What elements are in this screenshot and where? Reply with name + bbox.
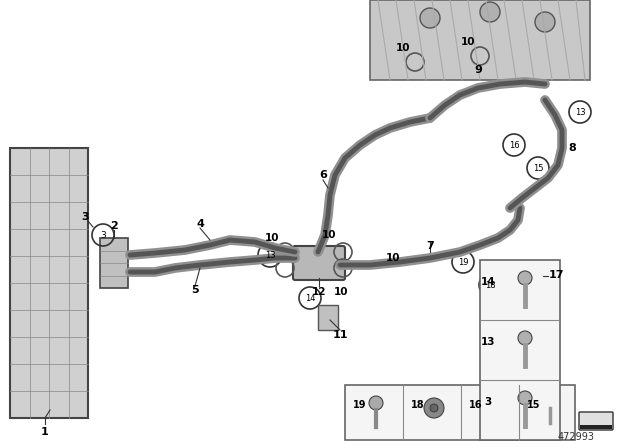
Text: 4: 4: [196, 219, 204, 229]
Text: 10: 10: [461, 37, 476, 47]
Text: 10: 10: [322, 230, 336, 240]
Circle shape: [535, 12, 555, 32]
Circle shape: [487, 401, 495, 409]
Circle shape: [518, 271, 532, 285]
Text: 472993: 472993: [558, 432, 595, 442]
Bar: [10, 148, 88, 418]
Circle shape: [430, 404, 438, 412]
Circle shape: [424, 398, 444, 418]
Text: 13: 13: [265, 250, 275, 259]
Text: 7: 7: [426, 241, 434, 251]
Text: 5: 5: [191, 285, 199, 295]
Circle shape: [369, 396, 383, 410]
Text: 1: 1: [41, 427, 49, 437]
Text: 15: 15: [532, 164, 543, 172]
Text: 14: 14: [481, 277, 495, 287]
Text: 3: 3: [81, 212, 89, 222]
Text: 2: 2: [110, 221, 118, 231]
Text: 10: 10: [265, 233, 279, 243]
Text: 13: 13: [481, 337, 495, 347]
Circle shape: [518, 331, 532, 345]
Text: 8: 8: [568, 143, 576, 153]
Text: 15: 15: [527, 400, 541, 410]
FancyBboxPatch shape: [293, 246, 345, 280]
Text: 16: 16: [509, 141, 519, 150]
Text: 17: 17: [548, 270, 564, 280]
FancyBboxPatch shape: [506, 266, 545, 286]
Circle shape: [420, 8, 440, 28]
Text: 3: 3: [484, 397, 492, 407]
Text: 14: 14: [305, 293, 316, 302]
Bar: [580, 425, 612, 429]
Text: 10: 10: [396, 43, 410, 53]
Text: 3: 3: [100, 231, 106, 240]
Text: 19: 19: [353, 400, 367, 410]
FancyBboxPatch shape: [579, 412, 613, 430]
Text: 10: 10: [333, 287, 348, 297]
Text: 6: 6: [319, 170, 327, 180]
Bar: [318, 305, 338, 330]
Text: 19: 19: [458, 258, 468, 267]
Text: 16: 16: [469, 400, 483, 410]
Text: 12: 12: [312, 287, 326, 297]
Circle shape: [518, 391, 532, 405]
Bar: [480, 260, 560, 440]
Text: 9: 9: [474, 65, 482, 75]
Bar: [345, 385, 575, 440]
Text: 10: 10: [386, 253, 400, 263]
FancyBboxPatch shape: [481, 397, 501, 413]
Text: 11: 11: [332, 330, 348, 340]
Circle shape: [545, 398, 555, 408]
Polygon shape: [370, 0, 590, 80]
Text: 18: 18: [484, 280, 495, 289]
Text: 18: 18: [411, 400, 425, 410]
Circle shape: [480, 2, 500, 22]
Bar: [100, 238, 128, 288]
Text: 13: 13: [575, 108, 586, 116]
